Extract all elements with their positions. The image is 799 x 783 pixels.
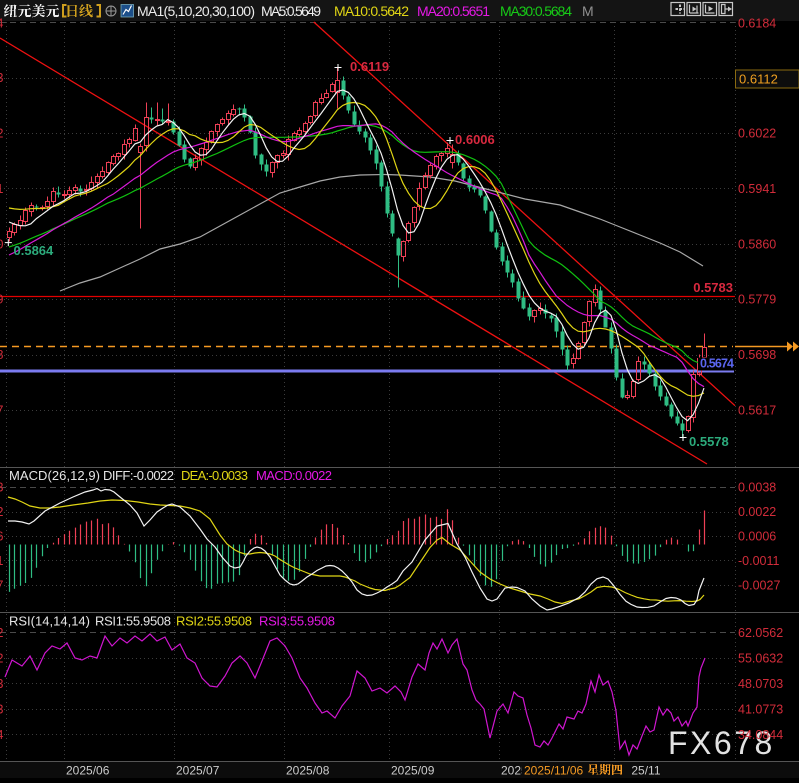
svg-text:0.0038: 0.0038 xyxy=(738,481,776,495)
svg-text:MACD(26,12,9): MACD(26,12,9) xyxy=(9,468,100,483)
svg-text:MA20:0.5651: MA20:0.5651 xyxy=(417,3,490,19)
svg-text:3: 3 xyxy=(0,481,4,495)
svg-text:0.5698: 0.5698 xyxy=(738,348,776,362)
svg-text:2025/09: 2025/09 xyxy=(391,764,435,778)
svg-text:7: 7 xyxy=(0,579,4,593)
svg-text:3: 3 xyxy=(0,677,4,691)
svg-text:7: 7 xyxy=(0,404,4,418)
svg-text:2025/08: 2025/08 xyxy=(286,764,330,778)
svg-text:-0.0027: -0.0027 xyxy=(738,579,780,593)
svg-text:0: 0 xyxy=(0,237,4,251)
svg-text:6: 6 xyxy=(0,530,4,544)
svg-text:48.0703: 48.0703 xyxy=(738,677,783,691)
svg-text:2025/07: 2025/07 xyxy=(176,764,220,778)
svg-text:3: 3 xyxy=(0,71,4,85)
svg-text:1: 1 xyxy=(0,182,4,196)
svg-text:62.0562: 62.0562 xyxy=(738,626,783,640)
svg-text:0.5578: 0.5578 xyxy=(689,434,729,449)
svg-text:0.5674: 0.5674 xyxy=(700,357,734,371)
svg-text:M: M xyxy=(582,3,594,19)
svg-text:0.6006: 0.6006 xyxy=(455,132,495,147)
svg-text:4: 4 xyxy=(0,17,4,31)
svg-text:DEA:-0.0033: DEA:-0.0033 xyxy=(181,468,248,483)
svg-text:2: 2 xyxy=(0,626,4,640)
svg-text:0.6119: 0.6119 xyxy=(350,59,389,74)
svg-text:RSI(14,14,14): RSI(14,14,14) xyxy=(9,614,90,629)
svg-text:-0.0011: -0.0011 xyxy=(738,554,780,568)
svg-text:0.5783: 0.5783 xyxy=(693,280,733,295)
svg-text:3: 3 xyxy=(0,702,4,716)
svg-text:0.0006: 0.0006 xyxy=(738,530,776,544)
svg-text:2: 2 xyxy=(0,127,4,141)
svg-text:2: 2 xyxy=(0,651,4,665)
svg-text:4: 4 xyxy=(0,728,4,742)
svg-text:MA1(5,10,20,30,100): MA1(5,10,20,30,100) xyxy=(137,3,255,19)
svg-text:RSI3:55.9508: RSI3:55.9508 xyxy=(259,614,335,629)
svg-text:MA5:0.5649: MA5:0.5649 xyxy=(261,3,321,19)
svg-text:RSI1:55.9508: RSI1:55.9508 xyxy=(95,614,171,629)
svg-text:0.6022: 0.6022 xyxy=(738,127,776,141)
svg-text:0.5941: 0.5941 xyxy=(738,182,776,196)
svg-text:9: 9 xyxy=(0,293,4,307)
svg-text:RSI2:55.9508: RSI2:55.9508 xyxy=(176,614,252,629)
svg-text:0.6112: 0.6112 xyxy=(739,72,778,87)
svg-text:0.5617: 0.5617 xyxy=(738,404,776,418)
svg-text:0.6184: 0.6184 xyxy=(738,17,776,31)
svg-text:2: 2 xyxy=(0,505,4,519)
svg-text:MA30:0.5684: MA30:0.5684 xyxy=(500,3,572,19)
svg-text:1: 1 xyxy=(0,554,4,568)
svg-text:41.0773: 41.0773 xyxy=(738,702,783,716)
svg-text:DIFF:-0.0022: DIFF:-0.0022 xyxy=(103,468,174,483)
svg-text:8: 8 xyxy=(0,348,4,362)
svg-text:0.5864: 0.5864 xyxy=(14,243,55,258)
svg-text:55.0632: 55.0632 xyxy=(738,651,783,665)
svg-text:34.0844: 34.0844 xyxy=(738,728,783,742)
svg-text:MACD:0.0022: MACD:0.0022 xyxy=(256,468,332,483)
svg-text:2025/06: 2025/06 xyxy=(66,764,110,778)
svg-text:0.5779: 0.5779 xyxy=(738,293,776,307)
svg-text:0.5860: 0.5860 xyxy=(738,237,776,251)
svg-text:MA10:0.5642: MA10:0.5642 xyxy=(334,3,409,19)
svg-text:0.0022: 0.0022 xyxy=(738,505,776,519)
svg-text:2025/11/06: 2025/11/06 xyxy=(524,764,583,778)
